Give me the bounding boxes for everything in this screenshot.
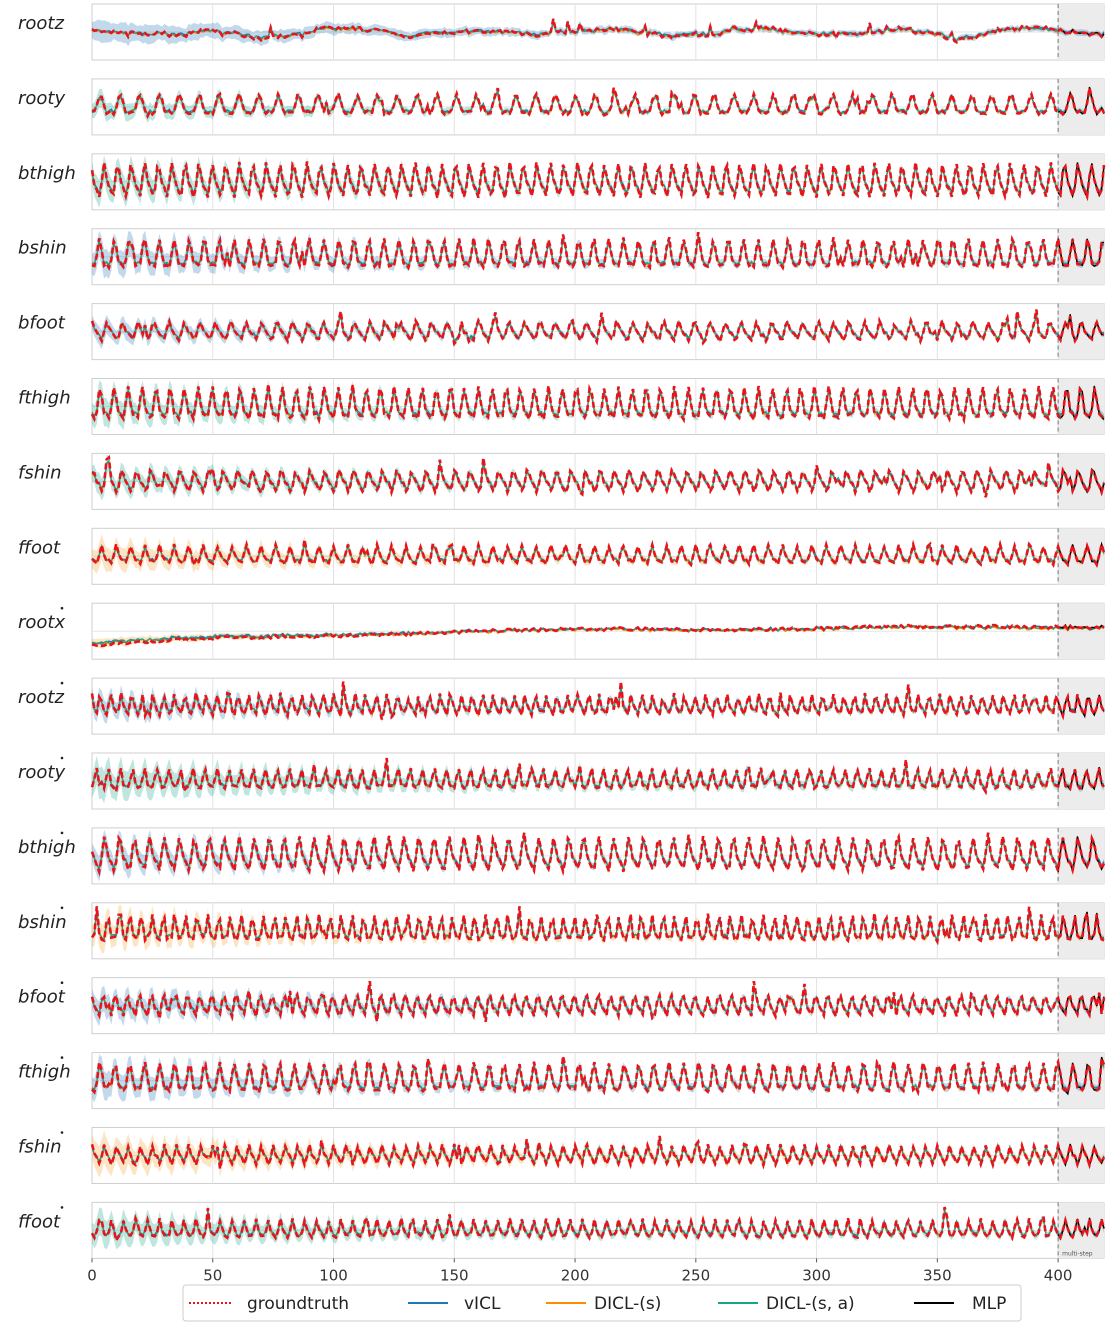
series-line-groundtruth [90, 1135, 1106, 1170]
panel-rootz: rootz [18, 3, 1106, 61]
row-label: fshin [18, 1137, 62, 1158]
legend-label-dicl-sa: DICL-(s, a) [766, 1294, 855, 1314]
series-line-groundtruth [90, 1206, 1106, 1244]
derivative-dot [60, 756, 64, 760]
legend-label-dicl-s: DICL-(s) [594, 1294, 661, 1314]
row-label: rooty [18, 88, 65, 109]
panels: rootz rooty bthigh bshin bfoot fthigh fshin ffo… [18, 3, 1106, 1259]
series-line-groundtruth [91, 1055, 1106, 1097]
series-line-groundtruth [90, 980, 1106, 1023]
x-tick-label: 150 [440, 1266, 469, 1284]
series-line-groundtruth [90, 160, 1106, 203]
x-tick-label: 300 [802, 1266, 831, 1284]
legend: groundtruth vICL DICL-(s) DICL-(s, a) ML… [182, 1284, 1022, 1322]
row-label: rooty [18, 762, 65, 783]
uncertainty-band [92, 1204, 1104, 1250]
x-tick-label: 350 [923, 1266, 952, 1284]
legend-label-groundtruth: groundtruth [247, 1294, 349, 1314]
series-line-groundtruth [90, 309, 1105, 347]
row-label: bfoot [18, 313, 66, 334]
uncertainty-band [92, 380, 1104, 431]
row-label: bshin [18, 912, 67, 933]
uncertainty-band [92, 534, 1104, 574]
panel-dbthigh-velocity: bthigh [18, 827, 1106, 885]
series-line-groundtruth [91, 232, 1105, 271]
x-tick-label: 400 [1044, 1266, 1073, 1284]
series-line-groundtruth [90, 757, 1105, 796]
uncertainty-band [92, 155, 1104, 208]
derivative-dot [60, 1206, 64, 1209]
row-label: ffoot [18, 1211, 61, 1232]
x-tick-label: 250 [681, 1266, 710, 1284]
series-line-groundtruth [90, 383, 1106, 425]
forecast-region-label: multi-step [1062, 1250, 1093, 1257]
panel-dbshin-velocity: bshin [18, 902, 1105, 960]
x-tick-label: 200 [561, 1266, 590, 1284]
series-line-groundtruth [91, 87, 1106, 120]
row-label: bfoot [18, 987, 66, 1008]
panel-drooty-velocity: rooty [18, 752, 1105, 810]
x-tick-label: 50 [203, 1266, 222, 1284]
series-line-groundtruth [90, 832, 1106, 877]
legend-label-mlp: MLP [972, 1294, 1006, 1314]
legend-label-vicl: vICL [464, 1294, 501, 1314]
row-label: bthigh [18, 837, 76, 858]
derivative-dot [60, 831, 64, 835]
series-line-groundtruth [91, 454, 1106, 498]
row-label: rootx [18, 612, 65, 633]
panel-fshin: fshin [18, 452, 1106, 510]
derivative-dot [60, 981, 64, 984]
panel-bfoot: bfoot [18, 303, 1105, 361]
row-label: fthigh [18, 1062, 71, 1083]
panel-drootz-velocity: rootz [18, 677, 1106, 735]
row-label: bshin [18, 238, 67, 259]
legend-box [182, 1284, 1022, 1322]
derivative-dot [60, 1056, 64, 1059]
series-line-mlp [1057, 86, 1105, 117]
panel-bthigh: bthigh [18, 153, 1106, 211]
row-label: rootz [18, 13, 64, 34]
series-line-groundtruth [91, 18, 1106, 44]
panel-dffoot-velocity: ffoot multi-step [18, 1201, 1106, 1259]
panel-dfthigh-velocity: fthigh [18, 1052, 1106, 1110]
row-label: rootz [18, 687, 64, 708]
series-line-groundtruth [90, 681, 1106, 721]
panel-rooty: rooty [18, 78, 1106, 136]
row-label: fthigh [18, 388, 71, 409]
panel-dbfoot-velocity: bfoot [18, 977, 1106, 1035]
panel-ffoot: ffoot [18, 527, 1106, 585]
panel-fthigh: fthigh [18, 378, 1106, 435]
row-label: fshin [18, 462, 62, 483]
panel-bshin: bshin [18, 228, 1105, 286]
series-line-groundtruth [91, 622, 1105, 648]
series-line-groundtruth [91, 539, 1106, 569]
panel-drootx-velocity: rootx [18, 602, 1105, 660]
x-tick-label: 0 [87, 1266, 97, 1284]
row-label: ffoot [18, 537, 61, 558]
panel-dfshin-velocity: fshin [18, 1127, 1106, 1184]
uncertainty-band [92, 755, 1104, 804]
x-axis: 0 50 100 150 200 250 300 350 400 [87, 1258, 1072, 1284]
derivative-dot [60, 606, 64, 610]
row-label: bthigh [18, 163, 76, 184]
x-tick-label: 100 [319, 1266, 348, 1284]
derivative-dot [60, 906, 64, 910]
derivative-dot [60, 1131, 64, 1134]
uncertainty-band [92, 17, 1104, 47]
uncertainty-band [92, 230, 1104, 279]
derivative-dot [60, 681, 64, 685]
